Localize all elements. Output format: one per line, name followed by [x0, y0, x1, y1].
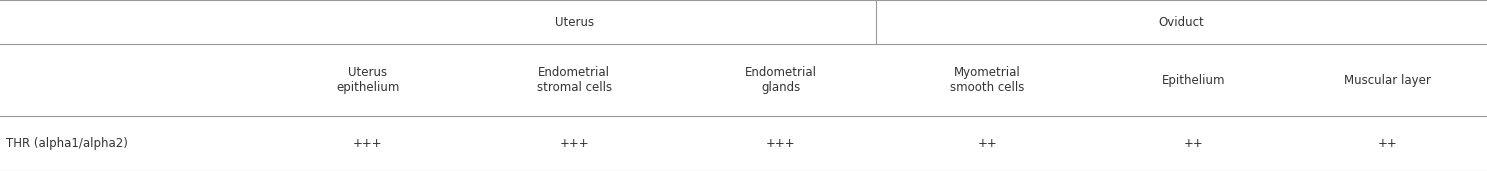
- Text: +++: +++: [766, 137, 796, 150]
- Text: +++: +++: [559, 137, 589, 150]
- Text: Uterus
epithelium: Uterus epithelium: [336, 66, 400, 94]
- Text: ++: ++: [977, 137, 998, 150]
- Text: +++: +++: [352, 137, 382, 150]
- Text: Myometrial
smooth cells: Myometrial smooth cells: [950, 66, 1025, 94]
- Text: THR (alpha1/alpha2): THR (alpha1/alpha2): [6, 137, 128, 150]
- Text: Muscular layer: Muscular layer: [1344, 74, 1432, 87]
- Text: Endometrial
glands: Endometrial glands: [745, 66, 816, 94]
- Text: Oviduct: Oviduct: [1158, 16, 1204, 29]
- Text: Endometrial
stromal cells: Endometrial stromal cells: [537, 66, 611, 94]
- Text: ++: ++: [1184, 137, 1203, 150]
- Text: ++: ++: [1378, 137, 1398, 150]
- Text: Uterus: Uterus: [555, 16, 593, 29]
- Text: Epithelium: Epithelium: [1161, 74, 1225, 87]
